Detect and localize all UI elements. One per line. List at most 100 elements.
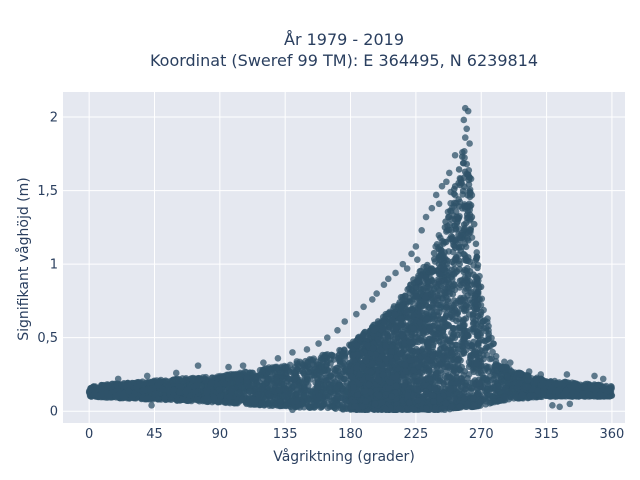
data-point bbox=[492, 352, 500, 360]
data-point bbox=[430, 249, 438, 257]
data-point bbox=[444, 296, 452, 303]
data-point bbox=[185, 386, 192, 393]
data-point bbox=[327, 371, 335, 379]
data-point bbox=[210, 394, 218, 401]
data-point bbox=[490, 340, 497, 347]
data-point bbox=[546, 393, 554, 400]
data-point bbox=[332, 405, 339, 412]
chart-title-line1: År 1979 - 2019 bbox=[284, 30, 404, 49]
data-point bbox=[248, 369, 256, 377]
data-point bbox=[268, 375, 275, 382]
data-point bbox=[513, 384, 521, 392]
data-point bbox=[555, 380, 563, 388]
data-point bbox=[231, 400, 238, 407]
data-point bbox=[246, 388, 254, 395]
data-point bbox=[449, 325, 457, 332]
data-point bbox=[335, 355, 342, 362]
data-point bbox=[327, 356, 334, 363]
data-point bbox=[532, 375, 540, 383]
data-point bbox=[261, 379, 269, 387]
data-point bbox=[469, 320, 477, 327]
data-point bbox=[592, 385, 599, 393]
data-point bbox=[227, 380, 235, 387]
data-point bbox=[224, 371, 232, 379]
data-point bbox=[501, 358, 508, 366]
data-point bbox=[243, 374, 250, 382]
data-point bbox=[98, 385, 105, 393]
data-point bbox=[243, 400, 250, 408]
data-point bbox=[265, 390, 272, 398]
data-point bbox=[336, 372, 344, 380]
data-point bbox=[534, 387, 541, 395]
data-point bbox=[280, 380, 288, 388]
data-point bbox=[304, 368, 312, 376]
data-point bbox=[341, 353, 348, 360]
data-point bbox=[203, 394, 211, 402]
data-point bbox=[179, 396, 186, 403]
data-point bbox=[330, 396, 338, 404]
data-point bbox=[554, 387, 562, 395]
data-point bbox=[147, 386, 154, 394]
data-point bbox=[504, 373, 511, 381]
data-point bbox=[221, 398, 229, 406]
data-point bbox=[597, 381, 604, 389]
data-point bbox=[326, 384, 333, 392]
data-point bbox=[498, 365, 505, 372]
data-point bbox=[522, 383, 530, 391]
data-point bbox=[321, 352, 329, 359]
data-point bbox=[148, 379, 155, 386]
data-point bbox=[336, 381, 344, 389]
data-point bbox=[492, 373, 500, 380]
data-point bbox=[203, 389, 210, 396]
data-point bbox=[316, 400, 324, 408]
data-point bbox=[105, 381, 112, 389]
data-point bbox=[266, 385, 274, 393]
data-point bbox=[145, 395, 153, 403]
data-point bbox=[343, 398, 350, 405]
data-point bbox=[112, 392, 120, 400]
data-point bbox=[90, 391, 98, 398]
data-point bbox=[483, 318, 491, 326]
data-point bbox=[385, 310, 392, 317]
data-point bbox=[184, 397, 191, 404]
data-point bbox=[470, 220, 478, 228]
data-point bbox=[151, 390, 159, 398]
data-point bbox=[317, 356, 325, 364]
data-point bbox=[193, 382, 200, 389]
data-point bbox=[275, 386, 283, 394]
data-point bbox=[561, 390, 569, 398]
data-point bbox=[273, 376, 280, 384]
data-point bbox=[473, 305, 481, 313]
data-point bbox=[196, 375, 204, 383]
data-point bbox=[238, 396, 245, 404]
data-point bbox=[478, 320, 485, 327]
data-point bbox=[325, 393, 333, 401]
data-point bbox=[282, 364, 290, 371]
data-point bbox=[216, 372, 224, 380]
data-point bbox=[539, 379, 547, 387]
data-point bbox=[486, 355, 494, 363]
data-point bbox=[513, 371, 521, 379]
data-point bbox=[330, 365, 337, 373]
data-point bbox=[336, 361, 344, 368]
data-point bbox=[216, 398, 224, 406]
data-point bbox=[216, 392, 224, 400]
data-point bbox=[269, 402, 276, 410]
data-points bbox=[85, 104, 616, 414]
data-point bbox=[288, 390, 295, 398]
data-point bbox=[526, 392, 534, 399]
data-point bbox=[606, 386, 614, 394]
data-point bbox=[518, 391, 526, 399]
data-point bbox=[492, 357, 500, 365]
data-point bbox=[289, 398, 296, 405]
data-point bbox=[482, 401, 490, 408]
data-point bbox=[179, 377, 186, 385]
data-point bbox=[209, 374, 216, 382]
data-point bbox=[293, 360, 300, 367]
data-point bbox=[165, 383, 172, 391]
data-point bbox=[216, 386, 223, 393]
data-point bbox=[491, 391, 498, 399]
data-point bbox=[240, 390, 248, 397]
data-point bbox=[286, 375, 294, 383]
data-point bbox=[482, 327, 490, 335]
